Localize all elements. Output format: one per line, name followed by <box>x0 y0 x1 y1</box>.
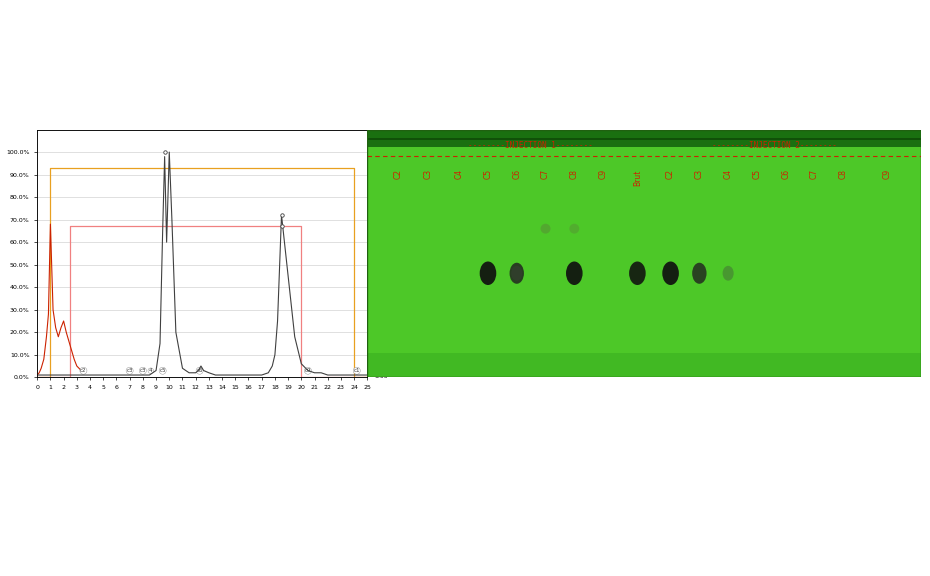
Ellipse shape <box>662 262 679 285</box>
Bar <box>367 138 921 139</box>
Ellipse shape <box>569 223 579 234</box>
Text: C4: C4 <box>724 169 733 179</box>
Text: C7: C7 <box>810 169 819 179</box>
Text: C8: C8 <box>839 169 848 179</box>
Text: C5: C5 <box>484 169 493 179</box>
Text: C7: C7 <box>541 169 550 179</box>
Text: --------INJECTION 1--------: --------INJECTION 1-------- <box>468 141 593 150</box>
Text: c9: c9 <box>305 368 312 373</box>
Ellipse shape <box>566 262 582 285</box>
Text: C5: C5 <box>752 169 762 179</box>
Text: C9: C9 <box>883 169 892 179</box>
Text: C4: C4 <box>454 169 463 179</box>
Ellipse shape <box>512 266 523 281</box>
Text: C6: C6 <box>512 169 521 179</box>
Bar <box>367 353 921 377</box>
Text: c1: c1 <box>353 368 360 373</box>
Text: C8: C8 <box>570 169 578 179</box>
Ellipse shape <box>692 263 707 284</box>
Text: C3: C3 <box>424 169 432 179</box>
Text: Brut: Brut <box>633 169 642 185</box>
Text: C9: C9 <box>599 169 607 179</box>
Ellipse shape <box>629 262 645 285</box>
Bar <box>367 130 921 147</box>
Ellipse shape <box>723 266 734 281</box>
Text: c5: c5 <box>159 368 166 373</box>
Text: 4: 4 <box>149 368 153 373</box>
Text: C3: C3 <box>695 169 704 179</box>
Text: c3: c3 <box>126 368 133 373</box>
Text: --------INJECTION 2--------: --------INJECTION 2-------- <box>711 141 836 150</box>
Text: C2: C2 <box>666 169 675 179</box>
Text: C2: C2 <box>393 169 403 179</box>
Ellipse shape <box>540 223 551 234</box>
Text: C6: C6 <box>781 169 790 179</box>
Text: c6: c6 <box>196 368 203 373</box>
Text: c2: c2 <box>80 368 86 373</box>
Text: c3: c3 <box>140 368 146 373</box>
Ellipse shape <box>480 262 497 285</box>
Ellipse shape <box>510 263 524 284</box>
